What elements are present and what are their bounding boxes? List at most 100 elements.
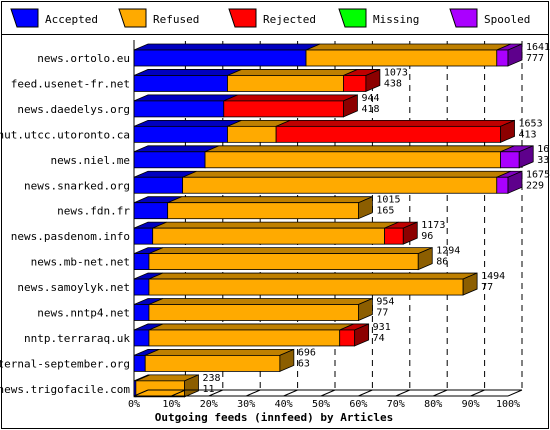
bar-side-rejected: [500, 119, 515, 143]
axis-tick: [470, 389, 485, 397]
bar-row: [133, 170, 523, 194]
offered-label: 1653: [519, 118, 543, 129]
plot-frame: [1, 34, 549, 429]
bar-top-accepted: [133, 94, 238, 102]
accepted-label: 86: [436, 257, 448, 268]
bar-side-spooled: [507, 170, 523, 194]
offered-label: 1015: [376, 195, 400, 206]
bar-segment-spooled: [500, 151, 520, 169]
offered-label: 1173: [421, 220, 445, 231]
bar-segment-refused: [204, 151, 501, 169]
category-label: news.snarked.org: [24, 179, 130, 192]
tick-label: 40%: [275, 399, 293, 410]
bar-row: [133, 43, 523, 67]
category-label: news.nntp4.net: [37, 307, 130, 320]
offered-label: 1494: [481, 271, 505, 282]
bar-segment-refused: [144, 354, 281, 372]
bar-side-rejected: [365, 68, 381, 93]
bar-row: [133, 297, 373, 322]
accepted-label: 11: [202, 384, 214, 395]
accepted-label: 413: [519, 129, 537, 140]
bar-side-refused: [184, 374, 199, 398]
bar-segment-accepted: [133, 49, 307, 67]
bar-side-refused: [279, 348, 295, 373]
category-label: news.pasdenom.info: [11, 230, 130, 243]
offered-label: 1641: [526, 42, 550, 53]
bar-top-refused: [227, 69, 358, 76]
bar-side-spooled: [518, 145, 534, 169]
accepted-label: 77: [376, 308, 388, 319]
legend-label-accepted: Accepted: [45, 13, 98, 26]
tick-label: 20%: [200, 399, 218, 410]
bar-row: [133, 196, 373, 220]
legend-label-refused: Refused: [153, 13, 199, 26]
legend: Accepted Refused Rejected Missing Spooled: [10, 8, 530, 28]
bar-row: [133, 94, 358, 118]
bar-segment-refused: [305, 49, 498, 67]
legend-swatch-missing: [338, 8, 367, 28]
tick-label: 10%: [162, 399, 180, 410]
bar-top-refused: [148, 247, 433, 255]
bar-segment-refused: [167, 202, 359, 220]
legend-swatch-spooled: [449, 8, 478, 28]
bar-segment-accepted: [133, 176, 184, 194]
bar-segment-accepted: [133, 227, 154, 245]
legend-swatch-accepted: [10, 8, 39, 28]
bar-side-refused: [462, 272, 478, 296]
bar-top-refused: [148, 298, 373, 305]
bar-row: [133, 272, 478, 296]
axis-tick: [358, 389, 373, 397]
legend-label-rejected: Rejected: [263, 13, 316, 26]
bar-side-refused: [357, 196, 373, 220]
bar-segment-accepted: [133, 202, 169, 220]
accepted-label: 418: [361, 104, 379, 115]
category-label: news.fdn.fr: [57, 205, 130, 218]
category-label: news.mb-net.net: [31, 256, 130, 269]
tick-label: 60%: [349, 399, 367, 410]
accepted-label: 333: [537, 155, 550, 166]
offered-label: 696: [298, 347, 316, 358]
bar-row: [133, 246, 433, 271]
category-labels: news.ortolo.eu feed.usenet-fr.net news.dae…: [0, 52, 130, 396]
bar-segment-accepted: [133, 253, 150, 271]
bar-segment-refused: [152, 227, 385, 245]
bar-top-refused: [204, 145, 515, 153]
bar-side-rejected: [343, 94, 358, 118]
legend-swatch-rejected: [228, 8, 257, 28]
offered-label: 954: [376, 297, 394, 308]
legend-label-missing: Missing: [373, 13, 419, 26]
bar-top-rejected: [275, 119, 515, 127]
bar-segment-spooled: [496, 49, 509, 67]
tick-label: 90%: [462, 399, 480, 410]
accepted-label: 63: [298, 358, 310, 369]
category-label: nut.utcc.utoronto.ca: [0, 128, 130, 141]
category-label: feed.usenet-fr.net: [11, 77, 130, 90]
accepted-label: 74: [373, 333, 385, 344]
bar-segment-rejected: [384, 227, 404, 245]
bar-top-refused: [152, 221, 399, 229]
tick-label: 50%: [312, 399, 330, 410]
axis-tick: [133, 389, 149, 397]
offered-label: 944: [361, 93, 379, 104]
axis-tick: [246, 389, 261, 397]
bar-segment-spooled: [496, 176, 509, 194]
bar-top-refused: [305, 43, 511, 51]
category-label: news.samoylyk.net: [17, 281, 130, 294]
bar-row: [133, 145, 534, 169]
bar-segment-accepted: [133, 304, 150, 321]
legend-label-spooled: Spooled: [484, 13, 530, 26]
offered-label: 1675: [526, 169, 550, 180]
offered-label: 1671: [537, 144, 550, 155]
axis-tick: [283, 389, 298, 397]
offered-label: 931: [373, 322, 391, 333]
tick-label: 70%: [387, 399, 405, 410]
bar-segment-rejected: [275, 125, 501, 143]
bar-top-refused: [148, 272, 478, 280]
bar-segment-accepted: [133, 75, 228, 92]
bar-row: [133, 68, 381, 93]
offered-label: 238: [202, 373, 220, 384]
category-label: news.trigofacile.com: [0, 383, 130, 396]
offered-label: 1294: [436, 246, 460, 257]
